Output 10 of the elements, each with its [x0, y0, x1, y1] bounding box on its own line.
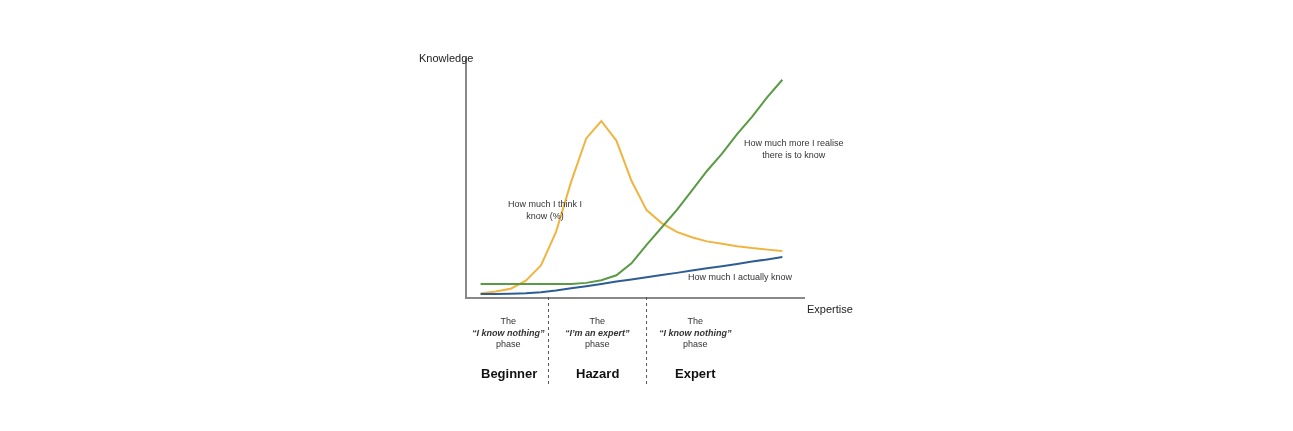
series-label: How much I actually know — [688, 272, 793, 282]
text: Hazard — [576, 366, 620, 381]
text: Expert — [675, 366, 717, 381]
y-axis-title: Knowledge — [419, 52, 474, 64]
text: The “I’m an expert” phase — [565, 316, 631, 350]
text: Beginner — [481, 366, 538, 381]
text: The “I know nothing” phase — [472, 316, 545, 350]
x-axis-title: Expertise — [807, 303, 853, 315]
series-label: How much more I realise there is to know — [744, 138, 844, 160]
text: The “I know nothing” phase — [659, 316, 732, 350]
